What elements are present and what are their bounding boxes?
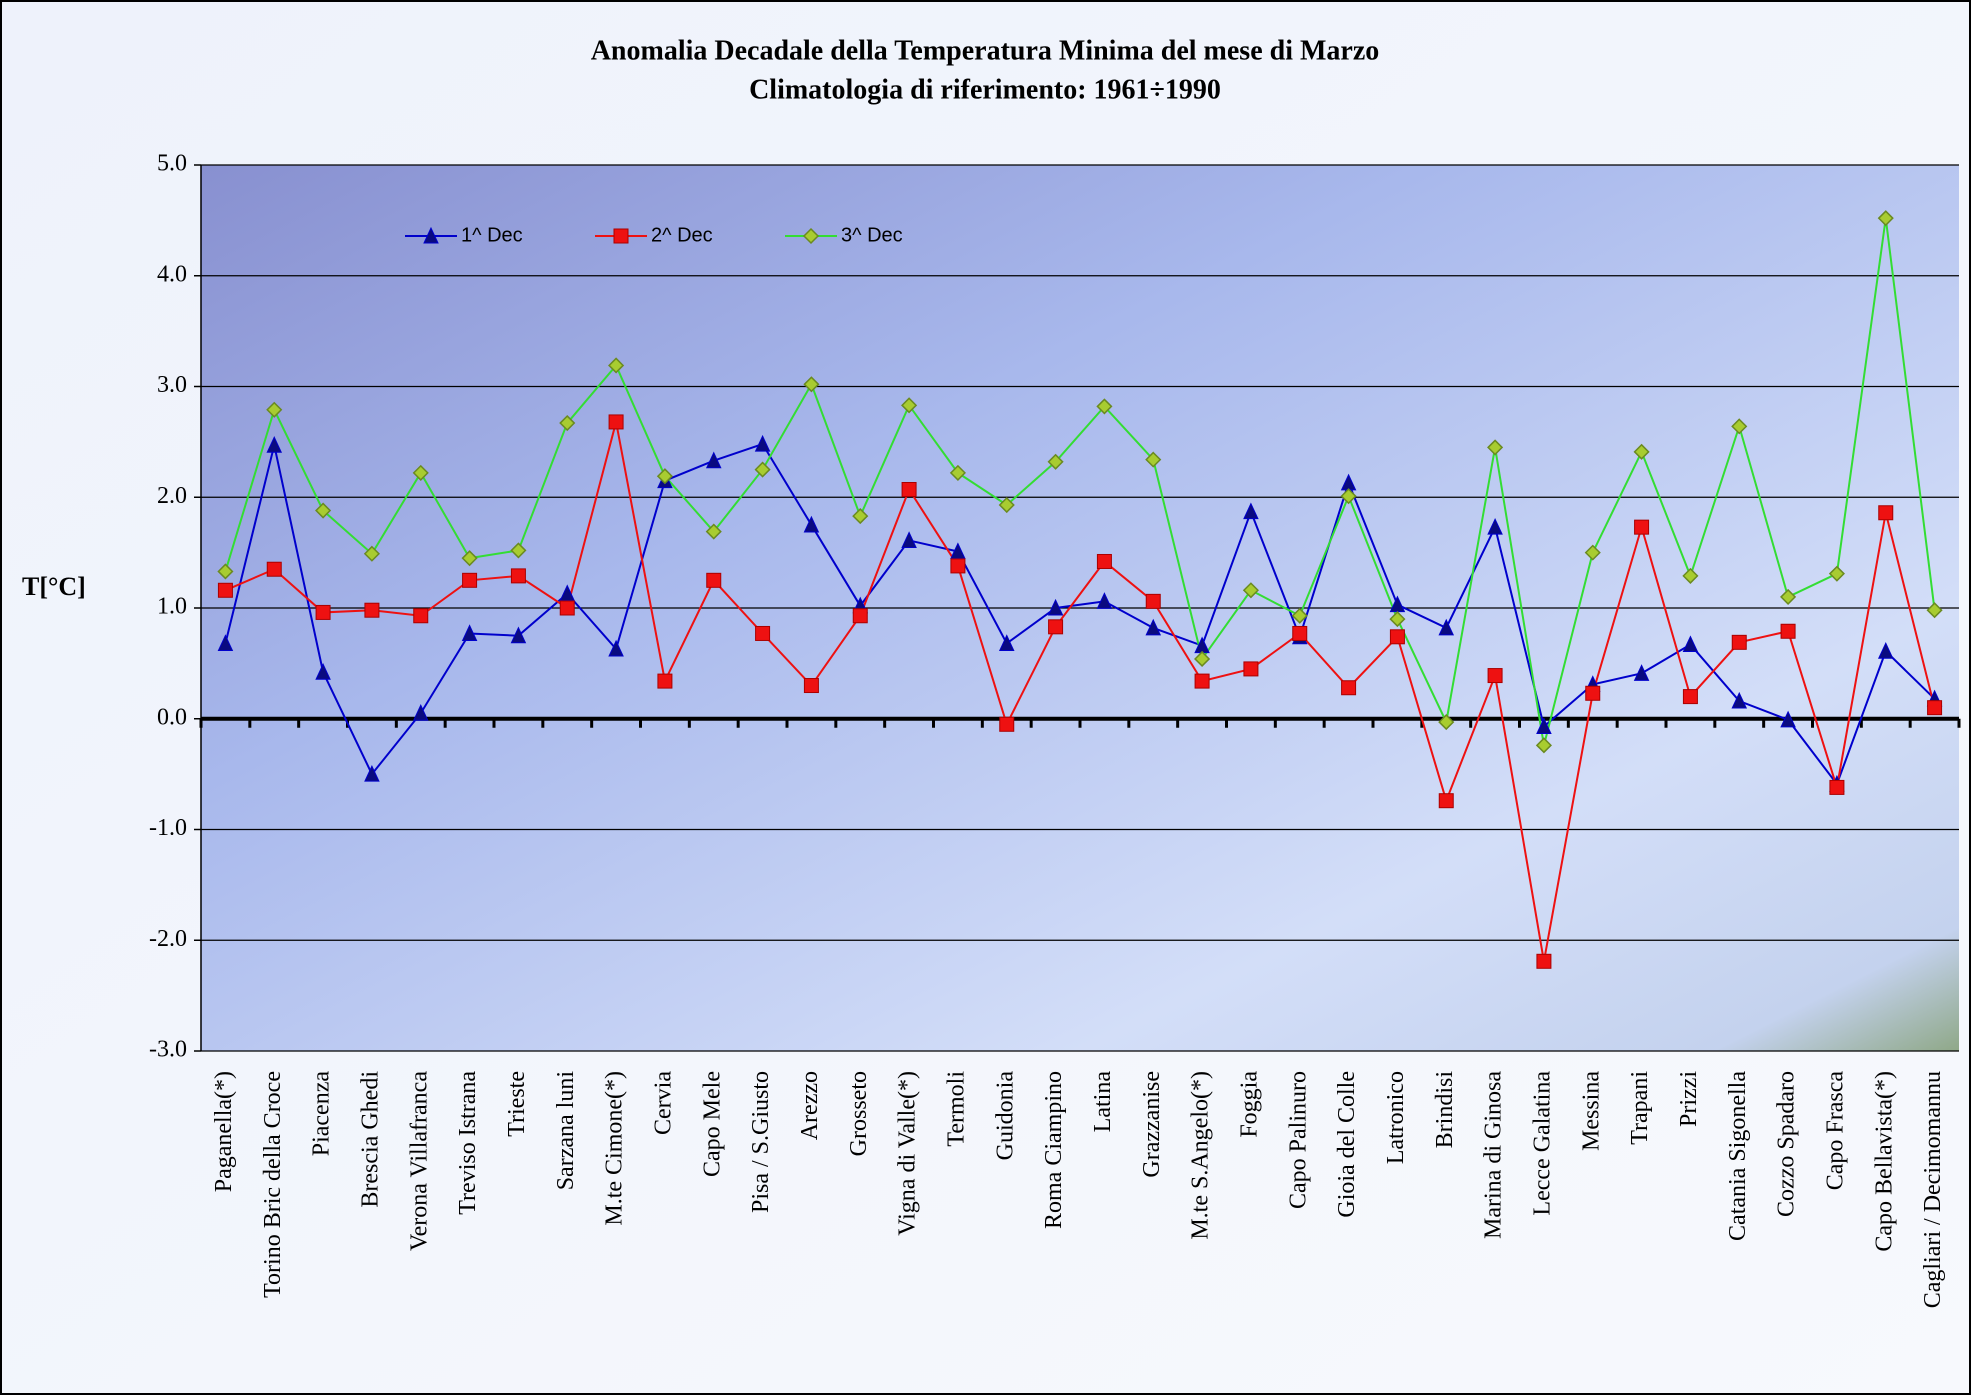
y-tick-label: 5.0 [157,151,187,177]
y-tick-label: 4.0 [157,261,187,287]
marker [1146,594,1160,608]
marker [1097,554,1111,568]
x-tick-label: Brescia Ghedi [357,1071,383,1208]
x-tick-label: Paganella(*) [211,1071,237,1192]
marker [804,679,818,693]
marker [316,605,330,619]
marker [1000,717,1014,731]
x-tick-label: Sarzana luni [553,1071,579,1191]
x-tick-label: Brindisi [1432,1071,1458,1149]
marker [1879,506,1893,520]
x-tick-label: Vigna di Valle(*) [895,1071,921,1236]
marker [1830,780,1844,794]
x-tick-label: Foggia [1236,1071,1262,1138]
x-tick-label: Torino Bric della Croce [260,1071,286,1298]
marker [463,573,477,587]
x-tick-label: Prizzi [1676,1071,1702,1127]
marker [853,609,867,623]
marker [218,583,232,597]
y-tick-label: 3.0 [157,372,187,398]
x-tick-label: Cozzo Spadaro [1774,1071,1800,1217]
x-tick-label: Cagliari / Decimomannu [1920,1071,1946,1308]
x-tick-label: Capo Frasca [1822,1071,1848,1191]
marker [658,674,672,688]
x-tick-label: Verona Villafranca [406,1071,432,1251]
marker [1195,674,1209,688]
x-tick-label: Capo Mele [699,1071,725,1177]
marker [267,562,281,576]
marker [1390,630,1404,644]
x-tick-label: Termoli [943,1071,969,1147]
y-tick-label: -1.0 [149,815,187,841]
y-axis-label: T[°C] [22,572,86,601]
x-tick-label: Grazzanise [1139,1071,1165,1178]
x-tick-label: Roma Ciampino [1041,1071,1067,1229]
y-tick-label: -2.0 [149,926,187,952]
x-tick-label: Capo Bellavista(*) [1871,1071,1897,1252]
x-tick-label: Cervia [650,1071,676,1135]
marker [1293,626,1307,640]
legend-marker [614,229,628,243]
x-tick-label: Latina [1090,1071,1116,1133]
x-tick-label: Piacenza [309,1071,335,1157]
x-tick-label: Lecce Galatina [1529,1071,1555,1216]
x-tick-label: M.te Cimone(*) [602,1071,628,1226]
legend-label: 2^ Dec [651,224,713,246]
marker [951,559,965,573]
marker [1781,624,1795,638]
x-tick-label: Messina [1578,1071,1604,1151]
x-tick-label: Guidonia [992,1071,1018,1161]
marker [1635,520,1649,534]
marker [1732,635,1746,649]
y-tick-label: -3.0 [149,1037,187,1063]
marker [902,482,916,496]
marker [365,603,379,617]
x-tick-label: Grosseto [846,1071,872,1156]
x-tick-label: Treviso Istrana [455,1071,481,1215]
marker [1488,669,1502,683]
marker [1683,690,1697,704]
x-tick-label: Latronico [1383,1071,1409,1164]
x-tick-label: M.te S.Angelo(*) [1188,1071,1214,1240]
marker [1244,662,1258,676]
x-tick-label: Arezzo [797,1071,823,1140]
chart-title: Anomalia Decadale della Temperatura Mini… [591,35,1380,66]
legend-label: 1^ Dec [461,224,523,246]
marker [1439,794,1453,808]
x-tick-label: Capo Palinuro [1285,1071,1311,1209]
marker [414,609,428,623]
marker [1586,686,1600,700]
marker [756,626,770,640]
marker [511,569,525,583]
chart: Anomalia Decadale della Temperatura Mini… [0,0,1971,1395]
x-tick-label: Trieste [504,1071,530,1137]
marker [1049,620,1063,634]
y-tick-label: 2.0 [157,483,187,509]
marker [1928,701,1942,715]
marker [560,601,574,615]
marker [609,415,623,429]
x-tick-label: Marina di Ginosa [1481,1071,1507,1239]
y-tick-label: 1.0 [157,594,187,620]
x-tick-label: Gioia del Colle [1334,1071,1360,1218]
x-tick-label: Pisa / S.Giusto [748,1071,774,1213]
marker [707,573,721,587]
x-tick-label: Trapani [1627,1071,1653,1145]
chart-subtitle: Climatologia di riferimento: 1961÷1990 [749,74,1221,105]
y-tick-label: 0.0 [157,704,187,730]
legend-label: 3^ Dec [841,224,903,246]
x-tick-label: Catania Sigonella [1725,1071,1751,1241]
marker [1342,681,1356,695]
marker [1537,954,1551,968]
